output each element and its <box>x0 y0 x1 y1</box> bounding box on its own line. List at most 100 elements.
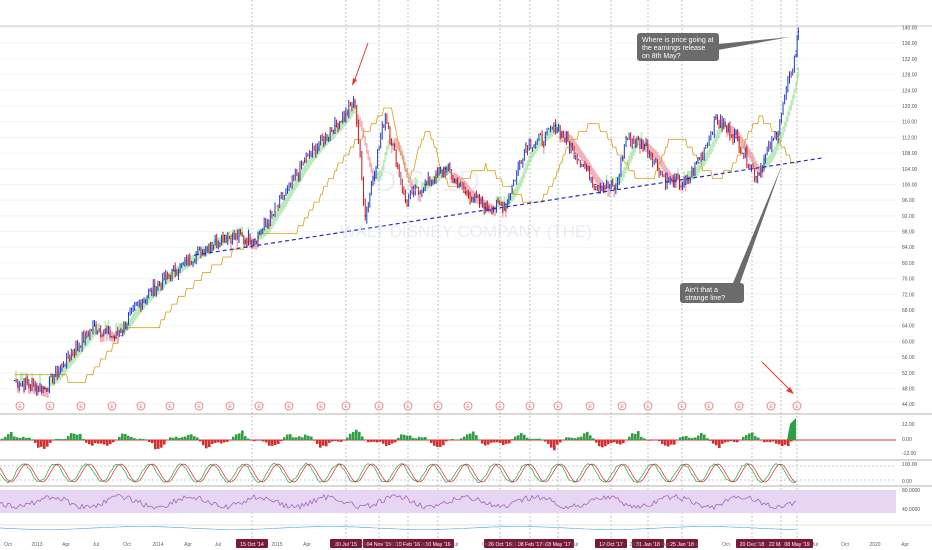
osc-bar-202 <box>202 440 205 446</box>
earnings-marker-17 <box>525 401 535 411</box>
osc-bar-163 <box>163 440 166 445</box>
osc-bar-514 <box>514 436 517 440</box>
osc-bar-487 <box>487 440 490 445</box>
osc-bar-709 <box>709 440 712 441</box>
osc-bar-190 <box>190 434 193 440</box>
osc-bar-721 <box>721 440 724 444</box>
event-label-bg-11 <box>736 539 768 548</box>
osc-bar-136 <box>136 439 139 440</box>
data-point-8 <box>194 254 196 256</box>
osc-bar-547 <box>547 440 550 444</box>
earnings-marker-label-8: E <box>257 404 261 410</box>
osc-bar-211 <box>211 440 214 444</box>
osc-bar-235 <box>235 434 238 440</box>
earnings-marker-label-14: E <box>436 404 440 410</box>
osc-bar-295 <box>295 437 298 440</box>
earnings-marker-26 <box>792 401 802 411</box>
callout-pointer-earnings <box>718 37 790 50</box>
data-point-2 <box>73 348 76 350</box>
osc-bar-40 <box>40 440 43 447</box>
osc-bar-628 <box>628 436 631 440</box>
data-point-36 <box>755 176 757 178</box>
earnings-marker-16 <box>495 401 505 411</box>
event-label-bg-1 <box>330 539 362 548</box>
osc-bar-22 <box>22 436 25 440</box>
data-point-12 <box>304 160 306 162</box>
osc-bar-352 <box>352 432 355 440</box>
earnings-marker-label-20: E <box>620 404 624 410</box>
annotation-note-trendline: Ain't that a strange line? LOL <box>680 283 744 310</box>
osc-bar-412 <box>412 437 415 440</box>
data-point-35 <box>735 136 737 138</box>
y-tick-label-6: 116.00 <box>902 120 917 126</box>
osc-bar-580 <box>580 436 583 440</box>
osc-bar-445 <box>445 440 448 442</box>
data-point-3 <box>93 325 96 327</box>
osc-bar-724 <box>724 440 727 443</box>
earnings-marker-22 <box>677 401 687 411</box>
earnings-marker-label-12: E <box>377 404 381 410</box>
y-tick-label-18: 68.00 <box>902 308 915 314</box>
earnings-marker-label-23: E <box>707 404 711 410</box>
osc-bar-778 <box>778 440 781 445</box>
earnings-marker-15 <box>463 401 473 411</box>
osc-bar-100 <box>100 440 103 444</box>
event-date-label-1: 30 Jul '15 <box>335 542 357 548</box>
osc-bar-70 <box>70 433 73 440</box>
data-point-22 <box>505 203 507 205</box>
event-date-label-11: 20 Dec '18 <box>740 542 765 548</box>
data-point-16 <box>384 113 386 115</box>
osc-bar-253 <box>253 440 256 442</box>
earnings-marker-3 <box>107 401 117 411</box>
x-tick-label-25: Jul <box>812 542 818 548</box>
osc-bar-757 <box>757 437 760 440</box>
red-arrow-peak <box>353 42 369 83</box>
osc-bar-325 <box>325 440 328 447</box>
rsi-band <box>0 490 896 513</box>
osc-bar-436 <box>436 440 439 447</box>
osc-bar-706 <box>706 438 709 440</box>
data-point-27 <box>595 183 597 186</box>
osc-bar-304 <box>304 434 307 440</box>
osc-bar-598 <box>598 440 601 447</box>
red-arrow-earnings-head <box>786 387 794 394</box>
osc-bar-607 <box>607 440 610 445</box>
osc-bar-550 <box>550 440 553 448</box>
osc-bar-517 <box>517 435 520 440</box>
data-point-34 <box>715 117 717 119</box>
earnings-marker-1 <box>45 401 55 411</box>
y-tick-label-15: 80.00 <box>902 261 915 267</box>
osc-bar-184 <box>184 436 187 440</box>
earnings-marker-7 <box>225 401 235 411</box>
data-point-25 <box>554 125 557 127</box>
data-point-18 <box>424 183 426 186</box>
osc-bar-760 <box>760 440 763 441</box>
earnings-marker-9 <box>284 401 294 411</box>
x-tick-label-7: Jul <box>215 542 221 548</box>
osc-bar-265 <box>265 440 268 443</box>
osc-bar-133 <box>133 438 136 440</box>
osc-bar-661 <box>661 440 664 444</box>
data-point-9 <box>224 234 226 237</box>
event-date-label-2: 04 Nov '15 <box>367 542 392 548</box>
event-label-bg-0 <box>236 539 268 548</box>
event-date-label-4: 10 May '16 <box>425 542 450 548</box>
earnings-marker-label-4: E <box>139 404 143 410</box>
x-tick-label-18: Jul <box>572 542 578 548</box>
event-label-bg-5 <box>484 539 516 548</box>
osc-bar-715 <box>715 440 718 446</box>
osc-bar-28 <box>28 437 31 440</box>
event-label-bg-7 <box>542 539 574 548</box>
event-date-label-5: 26 Oct '16 <box>488 542 512 548</box>
osc-bar-586 <box>586 431 589 440</box>
x-tick-label-14: Jul <box>452 542 458 548</box>
osc-bar-493 <box>493 440 496 443</box>
osc-bar-193 <box>193 436 196 440</box>
osc-bar-49 <box>49 440 52 443</box>
osc-bar-382 <box>382 440 385 444</box>
osc-bar-121 <box>121 433 124 440</box>
osc-bar-790 <box>790 440 793 442</box>
osc-bar-718 <box>718 440 721 449</box>
y-tick-label-4: 124.00 <box>902 88 918 94</box>
watermark-ticker: DIS, 1D <box>375 165 481 198</box>
